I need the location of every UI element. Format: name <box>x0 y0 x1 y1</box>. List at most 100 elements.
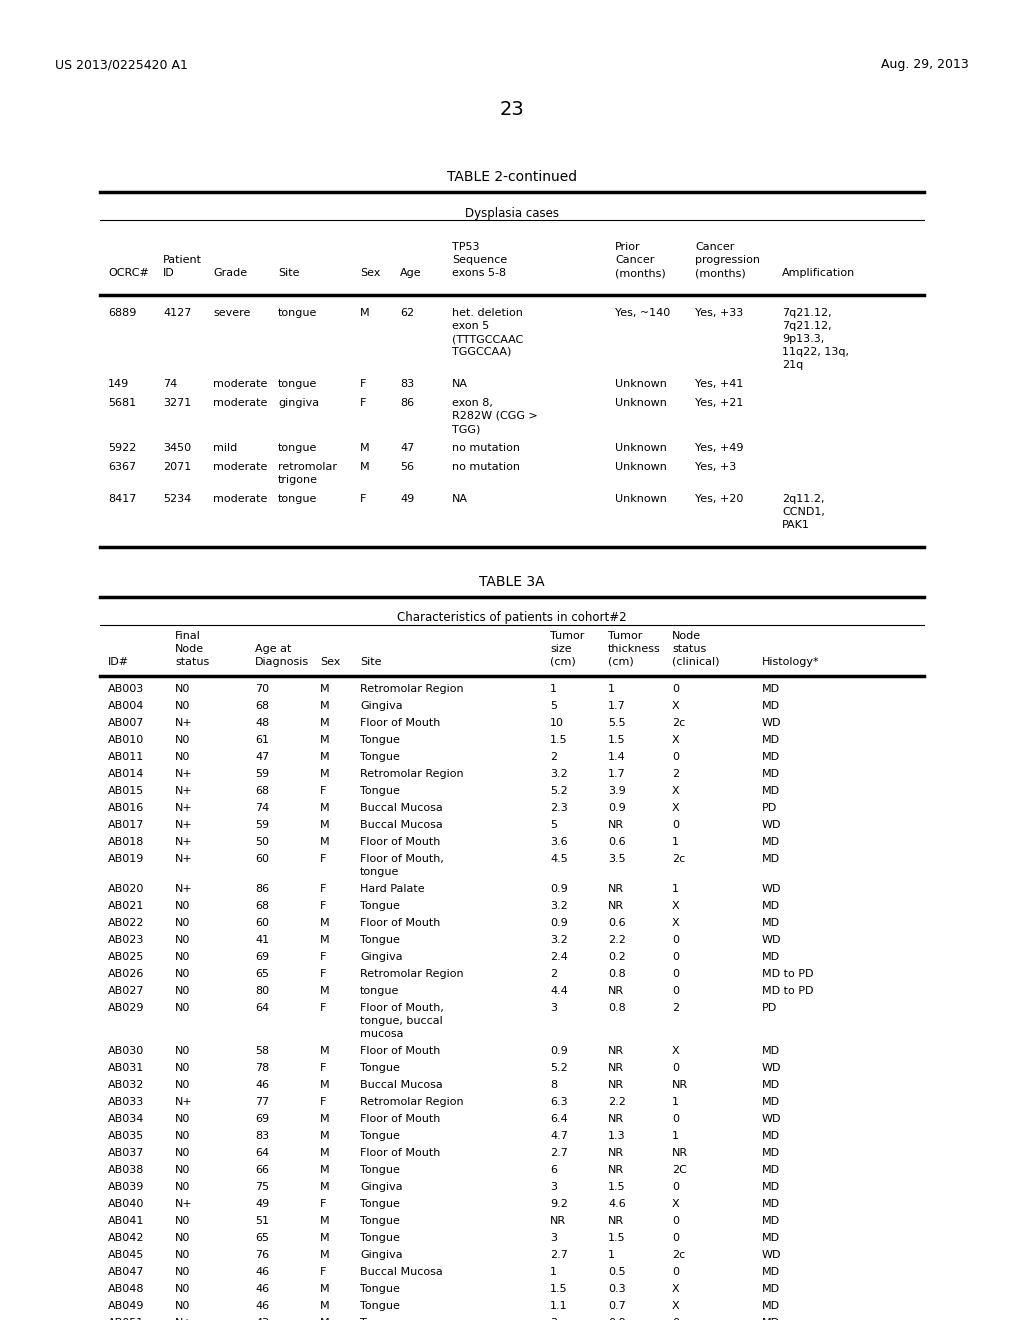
Text: 3.6: 3.6 <box>550 837 567 847</box>
Text: Aug. 29, 2013: Aug. 29, 2013 <box>882 58 969 71</box>
Text: X: X <box>672 902 680 911</box>
Text: AB035: AB035 <box>108 1131 144 1140</box>
Text: 74: 74 <box>163 379 177 389</box>
Text: F: F <box>319 969 327 979</box>
Text: MD: MD <box>762 1181 780 1192</box>
Text: (cm): (cm) <box>550 657 575 667</box>
Text: MD: MD <box>762 1045 780 1056</box>
Text: 86: 86 <box>255 884 269 894</box>
Text: 0.3: 0.3 <box>608 1284 626 1294</box>
Text: Tongue: Tongue <box>360 1216 400 1226</box>
Text: N0: N0 <box>175 986 190 997</box>
Text: AB048: AB048 <box>108 1284 144 1294</box>
Text: F: F <box>360 379 367 389</box>
Text: tongue: tongue <box>278 379 317 389</box>
Text: 3450: 3450 <box>163 444 191 453</box>
Text: Yes, ~140: Yes, ~140 <box>615 308 671 318</box>
Text: 0.9: 0.9 <box>550 884 567 894</box>
Text: 2c: 2c <box>672 718 685 729</box>
Text: 1: 1 <box>550 684 557 694</box>
Text: N+: N+ <box>175 1317 193 1320</box>
Text: N+: N+ <box>175 785 193 796</box>
Text: N0: N0 <box>175 935 190 945</box>
Text: 2: 2 <box>550 752 557 762</box>
Text: 77: 77 <box>255 1097 269 1107</box>
Text: N0: N0 <box>175 1284 190 1294</box>
Text: N0: N0 <box>175 1045 190 1056</box>
Text: NR: NR <box>550 1216 566 1226</box>
Text: 3: 3 <box>550 1181 557 1192</box>
Text: Cancer: Cancer <box>615 255 654 265</box>
Text: moderate: moderate <box>213 379 267 389</box>
Text: TABLE 2-continued: TABLE 2-continued <box>446 170 578 183</box>
Text: Floor of Mouth,: Floor of Mouth, <box>360 1003 443 1012</box>
Text: (TTTGCCAAC: (TTTGCCAAC <box>452 334 523 345</box>
Text: 6889: 6889 <box>108 308 136 318</box>
Text: Yes, +20: Yes, +20 <box>695 494 743 504</box>
Text: NR: NR <box>608 986 624 997</box>
Text: no mutation: no mutation <box>452 462 520 473</box>
Text: F: F <box>319 1003 327 1012</box>
Text: AB029: AB029 <box>108 1003 144 1012</box>
Text: Tongue: Tongue <box>360 1317 400 1320</box>
Text: WD: WD <box>762 884 781 894</box>
Text: AB023: AB023 <box>108 935 144 945</box>
Text: 0.9: 0.9 <box>608 803 626 813</box>
Text: 8: 8 <box>550 1080 557 1090</box>
Text: 47: 47 <box>255 752 269 762</box>
Text: M: M <box>319 1181 330 1192</box>
Text: Age at: Age at <box>255 644 292 653</box>
Text: MD: MD <box>762 917 780 928</box>
Text: 2: 2 <box>550 969 557 979</box>
Text: AB032: AB032 <box>108 1080 144 1090</box>
Text: M: M <box>319 935 330 945</box>
Text: Tongue: Tongue <box>360 1284 400 1294</box>
Text: MD to PD: MD to PD <box>762 986 813 997</box>
Text: X: X <box>672 1284 680 1294</box>
Text: MD: MD <box>762 1302 780 1311</box>
Text: MD: MD <box>762 952 780 962</box>
Text: 86: 86 <box>400 399 414 408</box>
Text: M: M <box>319 1080 330 1090</box>
Text: NR: NR <box>608 902 624 911</box>
Text: WD: WD <box>762 1114 781 1125</box>
Text: 1: 1 <box>672 1097 679 1107</box>
Text: AB019: AB019 <box>108 854 144 865</box>
Text: N+: N+ <box>175 884 193 894</box>
Text: 41: 41 <box>255 935 269 945</box>
Text: Yes, +49: Yes, +49 <box>695 444 743 453</box>
Text: M: M <box>319 1148 330 1158</box>
Text: 2c: 2c <box>672 854 685 865</box>
Text: Floor of Mouth: Floor of Mouth <box>360 1045 440 1056</box>
Text: AB007: AB007 <box>108 718 144 729</box>
Text: F: F <box>319 1199 327 1209</box>
Text: N0: N0 <box>175 735 190 744</box>
Text: moderate: moderate <box>213 462 267 473</box>
Text: NR: NR <box>608 820 624 830</box>
Text: 1.7: 1.7 <box>608 701 626 711</box>
Text: M: M <box>360 462 370 473</box>
Text: 2q11.2,: 2q11.2, <box>782 494 824 504</box>
Text: AB004: AB004 <box>108 701 144 711</box>
Text: 1.3: 1.3 <box>608 1131 626 1140</box>
Text: M: M <box>319 917 330 928</box>
Text: MD: MD <box>762 837 780 847</box>
Text: 75: 75 <box>255 1181 269 1192</box>
Text: 5.5: 5.5 <box>608 718 626 729</box>
Text: 3.2: 3.2 <box>550 902 567 911</box>
Text: NA: NA <box>452 379 468 389</box>
Text: Tumor: Tumor <box>550 631 585 642</box>
Text: WD: WD <box>762 1063 781 1073</box>
Text: F: F <box>319 884 327 894</box>
Text: 83: 83 <box>400 379 414 389</box>
Text: AB017: AB017 <box>108 820 144 830</box>
Text: Prior: Prior <box>615 242 641 252</box>
Text: N0: N0 <box>175 917 190 928</box>
Text: AB016: AB016 <box>108 803 144 813</box>
Text: Floor of Mouth: Floor of Mouth <box>360 917 440 928</box>
Text: 59: 59 <box>255 820 269 830</box>
Text: Unknown: Unknown <box>615 379 667 389</box>
Text: 64: 64 <box>255 1003 269 1012</box>
Text: AB010: AB010 <box>108 735 144 744</box>
Text: exon 5: exon 5 <box>452 321 489 331</box>
